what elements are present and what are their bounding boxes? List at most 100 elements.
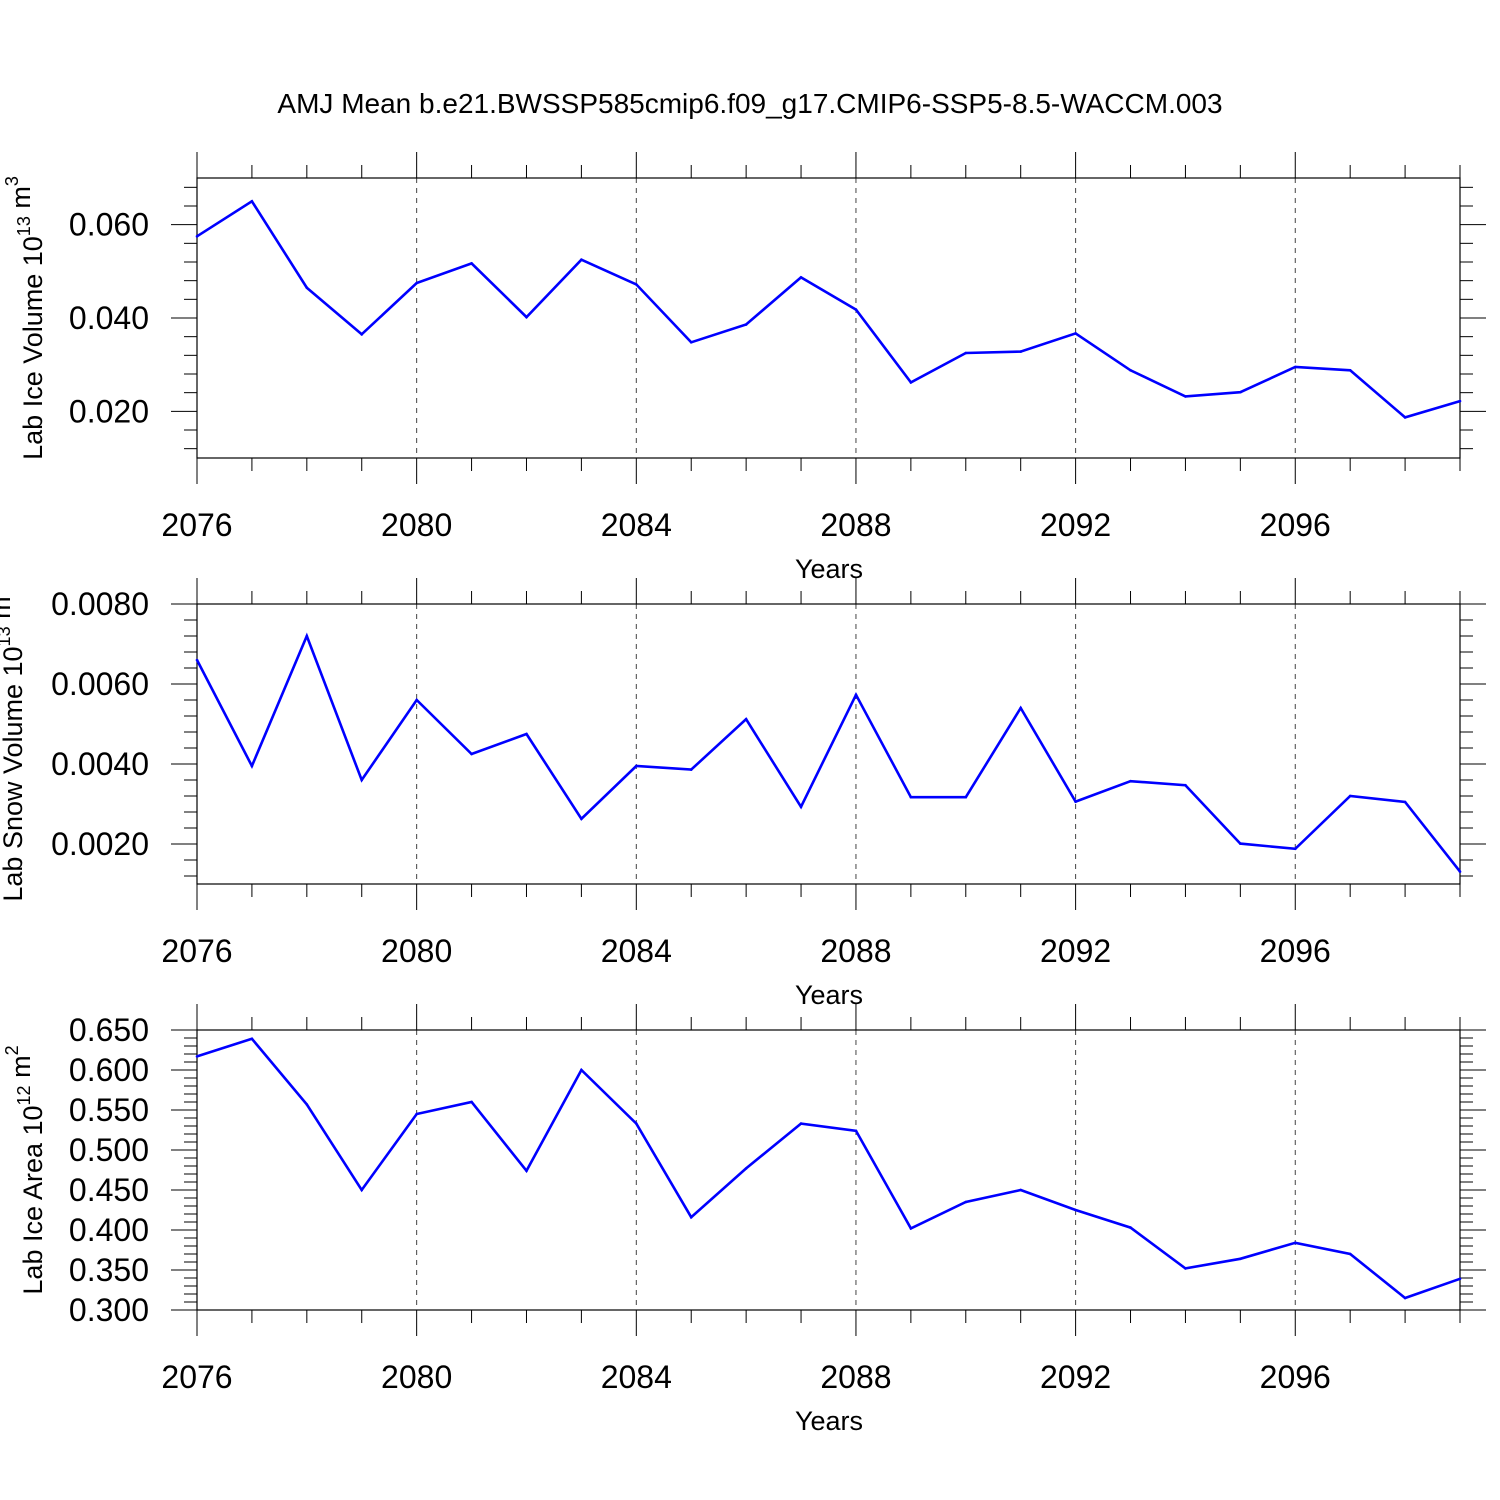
x-axis-label: Years [795, 1406, 863, 1436]
y-tick-label: 0.060 [69, 207, 149, 243]
y-axis-label-part: Lab Snow Volume 10 [0, 646, 28, 901]
data-point [1348, 1252, 1352, 1256]
data-point [1074, 1208, 1077, 1212]
data-point [1019, 1188, 1022, 1192]
data-point [580, 817, 583, 821]
data-point [689, 768, 693, 771]
series-line [196, 1037, 1461, 1300]
data-point [305, 1103, 309, 1106]
data-point [689, 1215, 693, 1219]
y-tick-label: 0.0020 [51, 826, 149, 862]
y-tick-label: 0.020 [69, 393, 149, 429]
data-point [1293, 365, 1297, 369]
data-point [580, 1068, 583, 1072]
data-point [909, 795, 913, 799]
data-point [1239, 390, 1242, 394]
data-point [799, 1122, 803, 1125]
panel-1: 0.020 0.040 0.060 2076 2080 2084 2088 2092 2096 Y… [2, 152, 1486, 584]
data-point [525, 732, 528, 736]
data-point [1403, 800, 1407, 804]
y-axis-label-superscript: 2 [2, 1045, 22, 1055]
data-point [799, 276, 803, 279]
y-axis-label-part: m [6, 186, 36, 216]
y-axis-label: Lab Ice Area 1012 m2 [2, 1045, 48, 1294]
x-tick-label: 2080 [381, 507, 452, 543]
data-point [580, 258, 583, 261]
y-axis-label-superscript: 13 [0, 626, 14, 646]
data-point [799, 805, 803, 809]
panel-3: 0.300 0.350 0.400 0.450 0.500 0.550 0.600 0.650… [2, 1004, 1486, 1436]
data-point [1129, 779, 1132, 783]
data-point [415, 1112, 418, 1116]
y-tick-label: 0.450 [69, 1172, 149, 1208]
x-tick-label: 2076 [161, 507, 232, 543]
y-axis-label-superscript: 3 [2, 176, 22, 186]
y-axis-label-part: m [0, 596, 16, 626]
data-point [1403, 1296, 1407, 1300]
data-point [964, 351, 968, 355]
data-point [1293, 847, 1297, 851]
data-point [744, 323, 748, 326]
y-tick-label: 0.400 [69, 1212, 149, 1248]
x-tick-label: 2076 [161, 1359, 232, 1395]
data-point [470, 1100, 473, 1104]
data-point [525, 315, 528, 319]
data-point [1239, 1257, 1242, 1261]
y-tick-label: 0.550 [69, 1092, 149, 1128]
data-point [909, 381, 913, 384]
panel-2: 0.0020 0.0040 0.0060 0.0080 2076 2080 2084 2088… [0, 578, 1486, 1010]
data-point [250, 200, 254, 203]
y-tick-label: 0.600 [69, 1052, 149, 1088]
data-point [964, 795, 968, 799]
y-axis-label: Lab Snow Volume 1013 m3 [0, 586, 28, 901]
data-point [964, 1200, 968, 1204]
y-axis-label-superscript: 12 [14, 1085, 34, 1105]
data-point [305, 286, 309, 289]
data-point [854, 693, 858, 697]
data-point [195, 658, 199, 662]
y-axis-label: Lab Ice Volume 1013 m3 [2, 176, 48, 460]
x-tick-label: 2076 [161, 933, 232, 969]
x-tick-label: 2092 [1040, 933, 1111, 969]
y-tick-label: 0.0040 [51, 746, 149, 782]
y-axis-label-superscript: 13 [14, 216, 34, 236]
data-point [909, 1227, 913, 1230]
x-tick-label: 2084 [601, 1359, 672, 1395]
series-line [195, 632, 1462, 873]
data-point [744, 1167, 748, 1170]
x-tick-label: 2096 [1260, 507, 1331, 543]
x-axis-label: Years [795, 554, 863, 584]
y-tick-label: 0.300 [69, 1292, 149, 1328]
y-tick-label: 0.650 [69, 1012, 149, 1048]
data-point [1293, 1241, 1297, 1245]
y-axis-label-part: Lab Ice Volume 10 [18, 236, 48, 460]
data-point [1239, 842, 1242, 845]
y-tick-label: 0.0060 [51, 666, 149, 702]
y-axis-label-superscript: 3 [0, 586, 2, 596]
y-tick-label: 0.0080 [51, 586, 149, 622]
chart-title: AMJ Mean b.e21.BWSSP585cmip6.f09_g17.CMI… [277, 88, 1222, 119]
data-point [1348, 794, 1352, 798]
data-point [1074, 332, 1077, 335]
data-point [1348, 368, 1352, 372]
data-point [1129, 368, 1132, 372]
data-point [635, 283, 638, 286]
data-point [635, 1122, 638, 1125]
y-tick-label: 0.040 [69, 300, 149, 336]
series-line [196, 199, 1461, 419]
data-point [744, 717, 748, 721]
data-point [195, 1055, 199, 1058]
plot-frame [196, 603, 1461, 885]
y-tick-label: 0.350 [69, 1252, 149, 1288]
data-point [250, 764, 254, 768]
x-tick-label: 2080 [381, 933, 452, 969]
data-point [1019, 706, 1022, 710]
data-point [1458, 1277, 1462, 1281]
data-point [854, 1129, 858, 1133]
x-tick-label: 2088 [820, 507, 891, 543]
data-point [1129, 1226, 1132, 1229]
data-point [360, 1188, 364, 1192]
x-tick-label: 2084 [601, 933, 672, 969]
y-axis-label-part: Lab Ice Area 10 [18, 1105, 48, 1294]
data-point [1403, 416, 1407, 419]
